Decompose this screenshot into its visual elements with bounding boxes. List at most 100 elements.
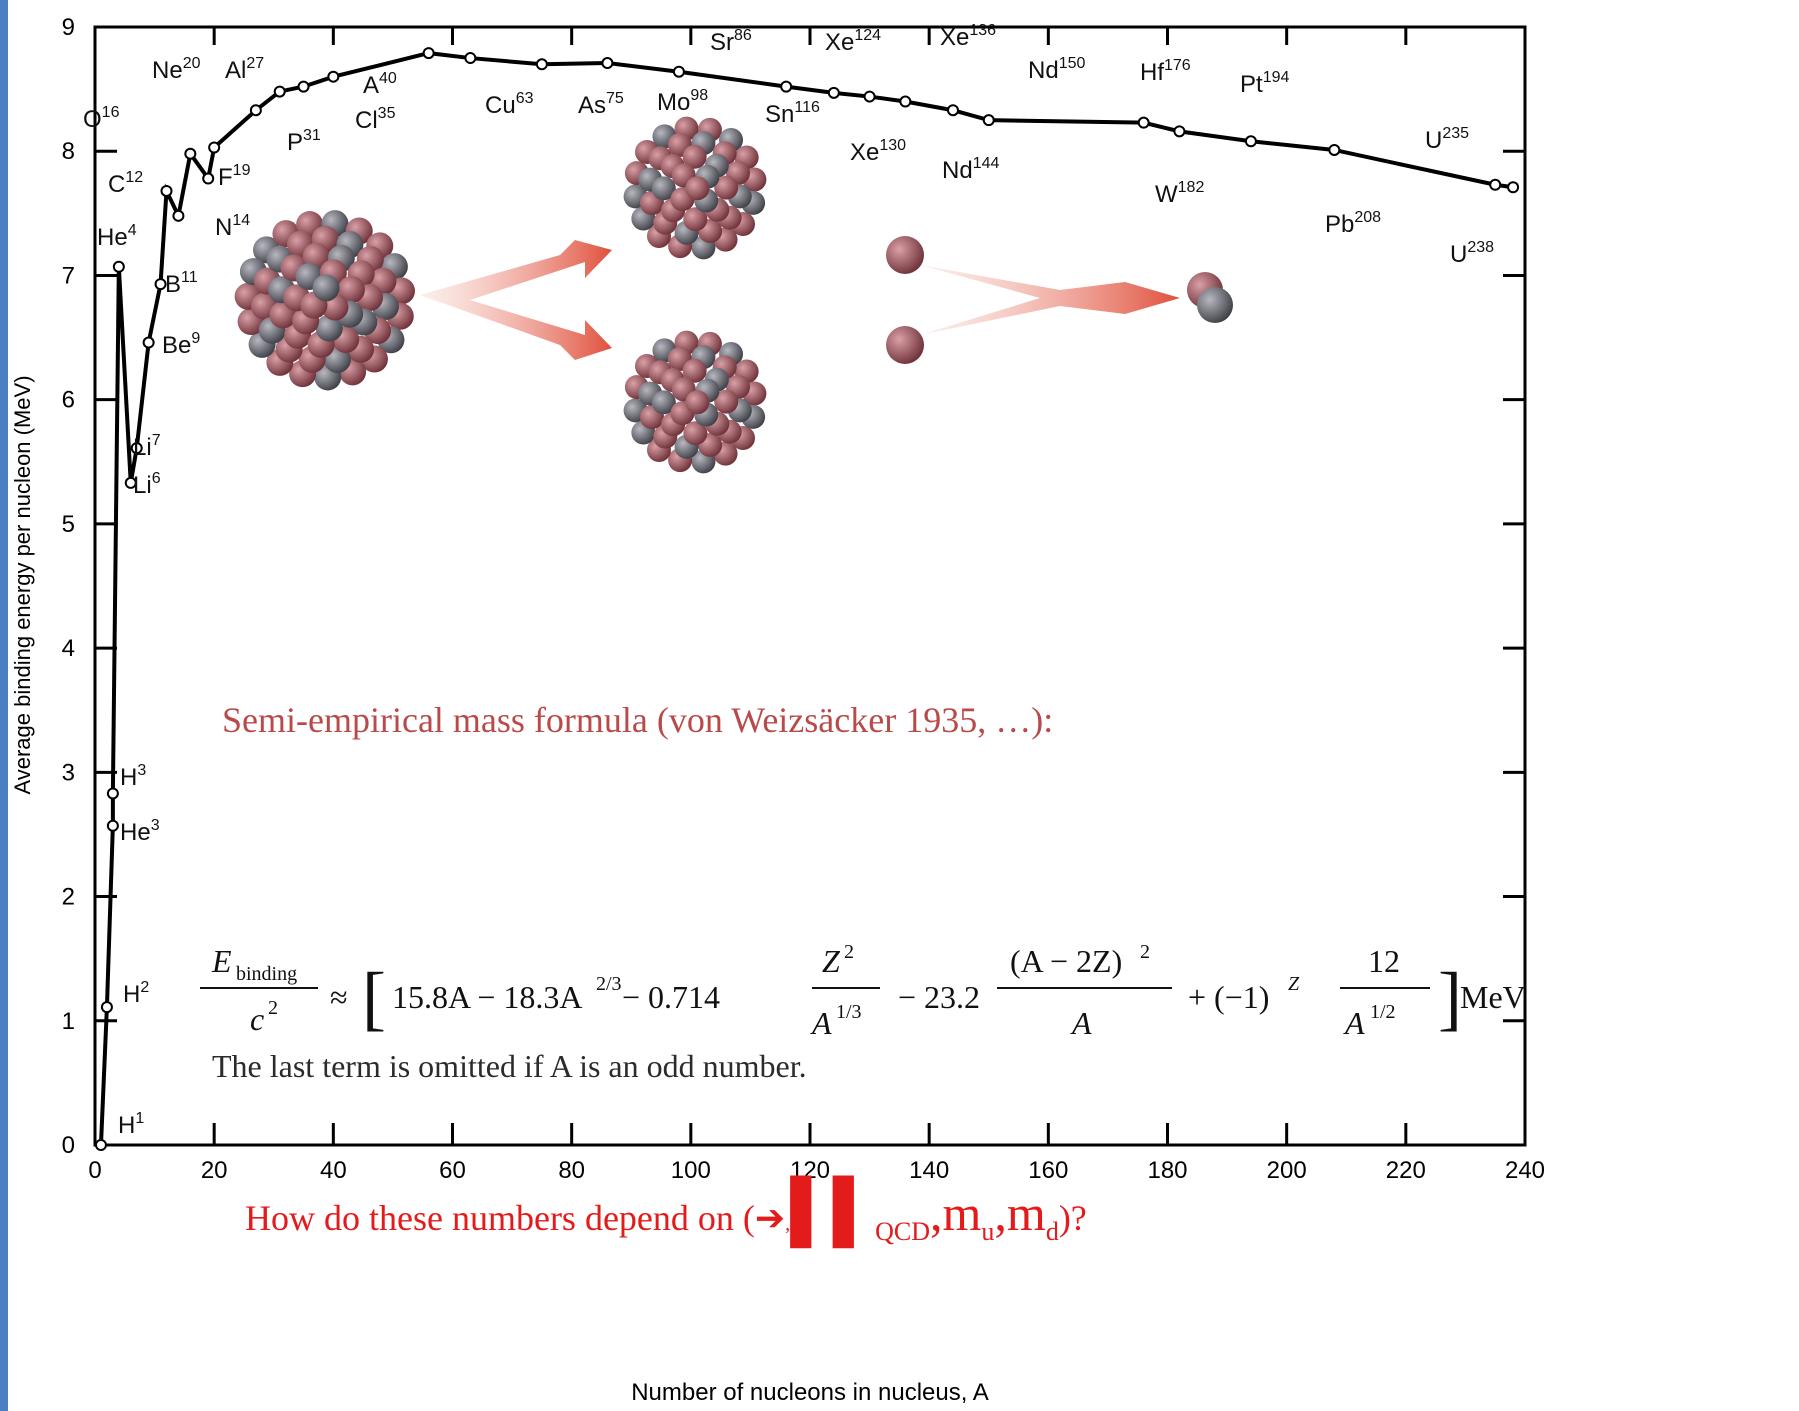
- point-label-mass: 124: [854, 27, 881, 44]
- formula-token: 2: [844, 941, 854, 963]
- point-label: Xe130: [850, 137, 906, 166]
- nucleus-illustration: [235, 117, 1233, 474]
- data-point: [275, 87, 285, 97]
- point-label: U235: [1425, 125, 1469, 154]
- point-label-symbol: Hf: [1140, 59, 1164, 86]
- point-label-symbol: H: [118, 1112, 135, 1139]
- point-label-symbol: Nd: [942, 157, 973, 184]
- formula-token: [: [362, 958, 386, 1038]
- y-tick-label: 4: [62, 635, 75, 662]
- y-tick-label: 2: [62, 884, 75, 911]
- formula-token: − 23.2: [898, 979, 980, 1015]
- point-label-symbol: Xe: [940, 24, 969, 51]
- formula-token: + (−1): [1188, 979, 1269, 1015]
- point-label-mass: 11: [181, 269, 198, 286]
- formula-token: A: [1070, 1005, 1092, 1041]
- point-label: Li7: [133, 432, 161, 461]
- data-point: [465, 53, 475, 63]
- point-label-mass: 75: [606, 90, 624, 107]
- point-label-mass: 20: [183, 55, 201, 72]
- formula-token: E: [211, 943, 232, 979]
- y-tick-label: 0: [62, 1132, 75, 1159]
- point-label: P31: [287, 127, 321, 156]
- point-label: Xe136: [940, 22, 996, 51]
- formula-token: 2/3: [596, 973, 622, 995]
- point-label: Cu63: [485, 90, 534, 119]
- point-label-symbol: Mo: [657, 89, 690, 116]
- x-axis-label: Number of nucleons in nucleus, A: [631, 1379, 989, 1406]
- y-tick-label: 3: [62, 759, 75, 786]
- point-label: W182: [1155, 179, 1204, 208]
- x-tick-label: 180: [1147, 1157, 1187, 1184]
- point-label-symbol: Al: [225, 57, 246, 84]
- point-label: H1: [118, 1110, 144, 1139]
- data-point: [865, 92, 875, 102]
- point-label: Hf176: [1140, 57, 1191, 86]
- question-part: ➔: [755, 1198, 785, 1238]
- point-label-mass: 63: [516, 90, 534, 107]
- question-part: u: [981, 1217, 994, 1246]
- formula-token: ]: [1438, 958, 1462, 1038]
- point-label: H3: [120, 762, 146, 791]
- y-tick-label: 5: [62, 511, 75, 538]
- point-label: F19: [218, 162, 251, 191]
- point-label-mass: 130: [879, 137, 906, 154]
- point-label: As75: [578, 90, 624, 119]
- point-label: A40: [363, 70, 397, 99]
- point-label-symbol: Xe: [825, 29, 854, 56]
- y-tick-label: 1: [62, 1008, 75, 1035]
- data-point: [328, 72, 338, 82]
- point-label-symbol: Cu: [485, 92, 516, 119]
- data-point: [1246, 136, 1256, 146]
- nucleon: [886, 236, 924, 274]
- point-label: Sr86: [710, 27, 752, 56]
- point-label-symbol: Be: [162, 332, 191, 359]
- point-label: Pt194: [1240, 69, 1289, 98]
- left-border: [0, 0, 8, 1411]
- point-label-mass: 16: [102, 104, 120, 121]
- x-tick-label: 160: [1028, 1157, 1068, 1184]
- formula-token: MeV: [1460, 979, 1526, 1015]
- x-tick-label: 100: [671, 1157, 711, 1184]
- point-label-mass: 4: [128, 222, 137, 239]
- point-label-symbol: U: [1425, 127, 1442, 154]
- point-label: Be9: [162, 330, 200, 359]
- data-point: [537, 59, 547, 69]
- point-label-symbol: A: [363, 72, 379, 99]
- point-label-mass: 182: [1178, 179, 1205, 196]
- point-label: He3: [120, 817, 160, 846]
- point-label: N14: [215, 212, 250, 241]
- nucleon: [313, 274, 340, 301]
- data-point: [1139, 118, 1149, 128]
- point-label-symbol: He: [120, 819, 151, 846]
- point-label: Ne20: [152, 55, 201, 84]
- point-label: He4: [97, 222, 137, 251]
- data-point: [948, 105, 958, 115]
- point-label-symbol: Ne: [152, 57, 183, 84]
- point-label: Xe124: [825, 27, 881, 56]
- point-label-symbol: O: [83, 106, 102, 133]
- data-point: [185, 149, 195, 159]
- formula-title: Semi-empirical mass formula (von Weizsäc…: [222, 700, 1053, 740]
- point-label-symbol: W: [1155, 181, 1178, 208]
- data-point: [96, 1140, 106, 1150]
- x-tick-label: 60: [439, 1157, 466, 1184]
- point-label-mass: 176: [1164, 57, 1191, 74]
- point-label: Sn116: [765, 99, 820, 128]
- point-label-symbol: Sn: [765, 101, 794, 128]
- formula-token: − 0.714: [622, 979, 720, 1015]
- formula-token: 2: [268, 997, 278, 1019]
- point-label: B11: [165, 269, 198, 298]
- nucleon: [685, 176, 709, 200]
- data-point: [781, 82, 791, 92]
- nucleon: [1197, 287, 1233, 323]
- data-point: [602, 58, 612, 68]
- point-label-mass: 116: [794, 99, 820, 116]
- point-label-symbol: B: [165, 271, 181, 298]
- data-point: [1329, 145, 1339, 155]
- formula-token: Z: [822, 943, 841, 979]
- point-label: Pb208: [1325, 209, 1381, 238]
- question-part: ,m: [994, 1185, 1046, 1241]
- point-label-mass: 3: [137, 762, 146, 779]
- point-label-symbol: He: [97, 224, 128, 251]
